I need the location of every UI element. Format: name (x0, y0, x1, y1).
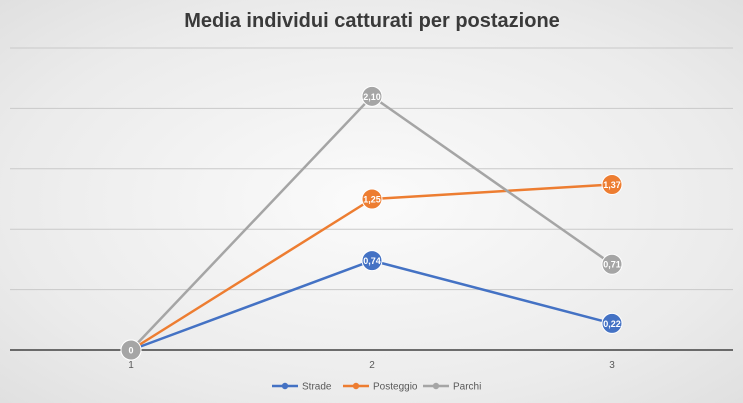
legend-label: Posteggio (373, 382, 418, 393)
legend[interactable]: Strade Posteggio Parchi (272, 382, 481, 393)
legend-item-posteggio[interactable]: Posteggio (343, 382, 418, 393)
legend-label: Strade (302, 382, 332, 393)
x-tick-labels: 1 2 3 (128, 360, 615, 371)
legend-marker (281, 382, 289, 390)
data-point (361, 188, 383, 210)
legend-marker (432, 382, 440, 390)
data-label: 1,25 (363, 195, 381, 205)
data-point (601, 253, 623, 275)
data-label: 2,10 (363, 92, 381, 102)
data-label: 0,74 (363, 256, 381, 266)
x-tick-label: 3 (609, 360, 615, 371)
data-point (120, 339, 142, 361)
legend-label: Parchi (453, 382, 481, 393)
data-label: 0,71 (603, 260, 621, 270)
series-markers: 0,74 0,22 1,25 1,37 0 2,10 0,71 (120, 85, 623, 361)
x-tick-label: 1 (128, 360, 134, 371)
gridlines (10, 47, 733, 291)
x-tick-label: 2 (369, 360, 375, 371)
legend-item-strade[interactable]: Strade (272, 382, 332, 393)
series-lines (130, 95, 613, 352)
data-label: 0,22 (603, 319, 621, 329)
legend-marker (352, 382, 360, 390)
data-point (361, 85, 383, 107)
data-point (601, 174, 623, 196)
series-line-parchi (130, 95, 613, 351)
data-label: 0 (128, 346, 133, 356)
data-point (361, 250, 383, 272)
data-label: 1,37 (603, 180, 621, 190)
data-point (601, 312, 623, 334)
chart-title: Media individui catturati per postazione (184, 10, 560, 32)
legend-item-parchi[interactable]: Parchi (423, 382, 481, 393)
